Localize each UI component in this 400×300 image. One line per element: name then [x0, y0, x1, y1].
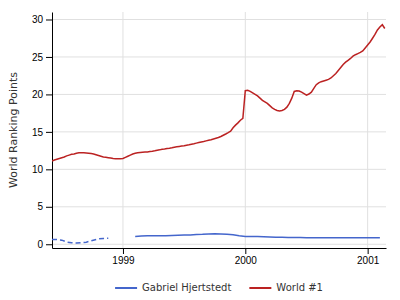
grid [52, 12, 386, 248]
tick: 30 [32, 14, 52, 25]
tick-label: 10 [32, 164, 44, 175]
grid-line [52, 244, 386, 245]
tick: 1999 [112, 248, 135, 266]
tick: 2001 [357, 248, 380, 266]
tick-mark [46, 57, 52, 58]
lines [52, 25, 385, 243]
tick-label: 5 [37, 201, 43, 212]
tick-mark [245, 248, 246, 254]
tick-label: 2001 [357, 255, 380, 266]
tick-mark [46, 169, 52, 170]
grid-line [52, 56, 386, 57]
legend: Gabriel Hjertstedt World #1 [115, 282, 323, 293]
series-line [52, 238, 108, 243]
legend-label: Gabriel Hjertstedt [142, 282, 231, 293]
axis-line [53, 248, 387, 249]
series-line [135, 234, 380, 238]
tick: 10 [32, 164, 52, 175]
chart: 1999 2000 2001 0 5 10 15 20 25 30 World Ranking Po… [0, 0, 400, 300]
grid-line [52, 19, 386, 20]
grid-line [245, 12, 246, 248]
plot-area: 1999 2000 2001 0 5 10 15 20 25 30 [32, 12, 387, 266]
legend-label: World #1 [276, 282, 323, 293]
tick: 0 [37, 239, 52, 250]
tick-label: 20 [32, 89, 44, 100]
tick: 2000 [235, 248, 258, 266]
tick-label: 25 [32, 52, 44, 63]
legend-item: World #1 [249, 282, 323, 293]
grid-line [367, 12, 368, 248]
tick-label: 30 [32, 14, 44, 25]
tick-mark [123, 248, 124, 254]
tick-mark [46, 94, 52, 95]
legend-item: Gabriel Hjertstedt [115, 282, 231, 293]
tick: 25 [32, 52, 52, 63]
y-axis: 0 5 10 15 20 25 30 [32, 13, 53, 250]
tick-label: 2000 [235, 255, 258, 266]
grid-line [52, 94, 386, 95]
tick-label: 15 [32, 127, 44, 138]
tick-mark [46, 244, 52, 245]
y-axis-label: World Ranking Points [7, 72, 20, 188]
x-axis: 1999 2000 2001 [53, 248, 387, 266]
tick-mark [46, 207, 52, 208]
grid-line [52, 206, 386, 207]
tick: 5 [37, 201, 52, 212]
legend-swatch [115, 287, 137, 289]
tick: 15 [32, 127, 52, 138]
tick-label: 0 [37, 239, 43, 250]
grid-line [52, 131, 386, 132]
tick: 20 [32, 89, 52, 100]
axis-line [52, 13, 53, 249]
legend-swatch [249, 287, 271, 289]
tick-mark [46, 132, 52, 133]
tick-mark [46, 19, 52, 20]
tick-label: 1999 [112, 255, 135, 266]
grid-line [122, 12, 123, 248]
grid-line [52, 169, 386, 170]
series-line [52, 25, 385, 161]
tick-mark [368, 248, 369, 254]
